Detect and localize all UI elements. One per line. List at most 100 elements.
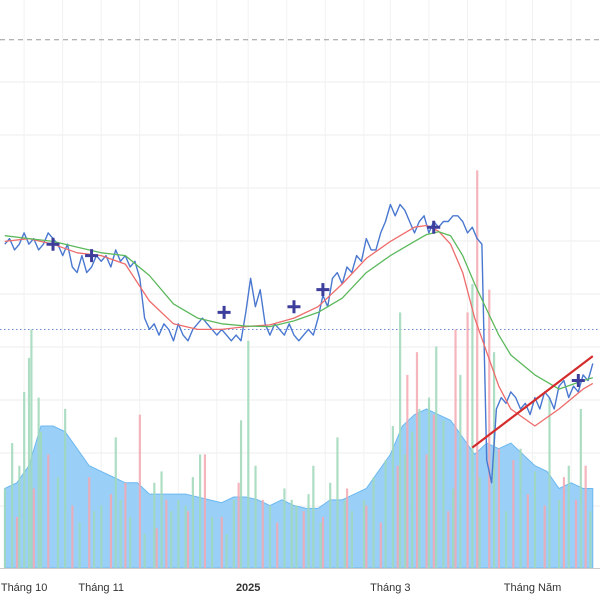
volume-bar-up [362, 499, 366, 568]
volume-bar-down [155, 528, 158, 568]
volume-bar-up [548, 397, 551, 568]
x-tick-label: Tháng 10 [1, 582, 47, 594]
volume-bar-down [237, 482, 240, 568]
signal-marker-3 [287, 300, 301, 314]
volume-bar-up [519, 448, 522, 568]
volume-bar-up [64, 408, 67, 568]
volume-bar-up [442, 420, 445, 568]
volume-bar-down [476, 170, 479, 568]
volume-bar-up [492, 352, 496, 568]
volume-bar-down [302, 511, 305, 568]
volume-bar-up [295, 505, 298, 568]
volume-bar-down [488, 289, 491, 568]
volume-bar-up [153, 482, 156, 568]
volume-bar-up [247, 340, 250, 568]
reference-lines [0, 39, 600, 330]
volume-bar-down [365, 505, 368, 568]
volume-bar-up [160, 471, 163, 568]
volume-bar-down [186, 511, 190, 568]
volume-bar-up [39, 431, 43, 568]
trendline-line-3 [471, 355, 594, 449]
volume-bar-up [114, 437, 117, 568]
volume-bar-up [384, 460, 387, 568]
volume-bar-up [505, 511, 508, 568]
volume-bar-up [391, 426, 394, 568]
volume-bar-up [78, 522, 81, 568]
volume-bar-down [379, 522, 382, 568]
volume-bar-down [425, 454, 428, 568]
volume-bar-up [478, 477, 481, 568]
signal-marker-0 [46, 237, 60, 251]
volume-bar-up [336, 437, 339, 568]
volume-bar-up [56, 477, 60, 568]
volume-bar-up [100, 505, 103, 568]
volume-bar-down [220, 516, 223, 568]
volume-bar-up [3, 488, 7, 568]
signal-marker-4 [316, 283, 330, 297]
volume-bar-down [321, 516, 325, 568]
volume-bar-up [533, 471, 537, 568]
volume-bar-down [203, 454, 207, 568]
volume-bar-down [165, 499, 168, 568]
x-tick-label: 2025 [236, 582, 260, 594]
volume-bar-up [239, 420, 243, 568]
volume-bar-up [435, 346, 438, 568]
signal-marker-6 [571, 374, 585, 388]
volume-bar-down [512, 460, 515, 568]
volume-bar-down [47, 454, 50, 568]
volume-bar-down [109, 494, 113, 568]
volume-bar-up [129, 516, 132, 568]
volume-bar-down [447, 511, 450, 568]
volume-bar-up [268, 505, 272, 568]
volume-bar-up [143, 533, 146, 568]
volume-bar-up [283, 488, 286, 568]
price-line-0 [4, 203, 594, 484]
volume-bar-down [543, 505, 546, 568]
volume-bar-down [88, 477, 91, 568]
volume-bar-up [211, 516, 214, 568]
volume-area [4, 408, 594, 569]
volume-bar-up [427, 397, 431, 568]
moving-average-line-2 [4, 231, 593, 390]
volume-bar-up [558, 499, 561, 568]
volume-bar-down [276, 522, 279, 568]
volume-bar-down [138, 414, 141, 568]
volume-bar-up [579, 408, 582, 568]
volume-area-shape [4, 408, 594, 569]
volume-bar-down [261, 499, 264, 568]
volume-bar-up [11, 443, 14, 568]
volume-bar-up [459, 374, 462, 568]
volume-bar-down [32, 488, 35, 568]
volume-bar-up [191, 477, 194, 568]
volume-bars [3, 170, 592, 568]
volume-bar-down [124, 482, 127, 568]
signal-marker-1 [85, 249, 99, 263]
volume-bar-up [18, 465, 21, 568]
x-tick-label: Tháng 3 [370, 582, 410, 594]
volume-bar-up [312, 465, 315, 568]
volume-bar-down [574, 499, 578, 568]
moving-average-line-1 [4, 224, 594, 427]
volume-bar-down [71, 505, 74, 568]
volume-bar-down [415, 352, 419, 568]
volume-bar-up [30, 329, 33, 568]
volume-bar-up [471, 284, 474, 568]
volume-bar-up [452, 488, 455, 568]
volume-bar-down [406, 374, 409, 568]
volume-bar-up [232, 499, 235, 568]
volume-bar-down [432, 414, 435, 568]
volume-bar-up [319, 522, 322, 568]
volume-bar-up [92, 511, 96, 568]
volume-bar-up [589, 511, 592, 568]
volume-bar-up [411, 431, 414, 568]
volume-bar-up [399, 312, 402, 568]
volume-bar-up [329, 482, 332, 568]
volume-bar-down [466, 312, 469, 568]
volume-bar-down [562, 477, 566, 568]
signal-marker-2 [217, 305, 231, 319]
volume-bar-up [170, 511, 173, 568]
x-tick-label: Tháng 11 [78, 582, 124, 594]
volume-bar-up [350, 511, 354, 568]
signal-marker-5 [427, 220, 441, 234]
